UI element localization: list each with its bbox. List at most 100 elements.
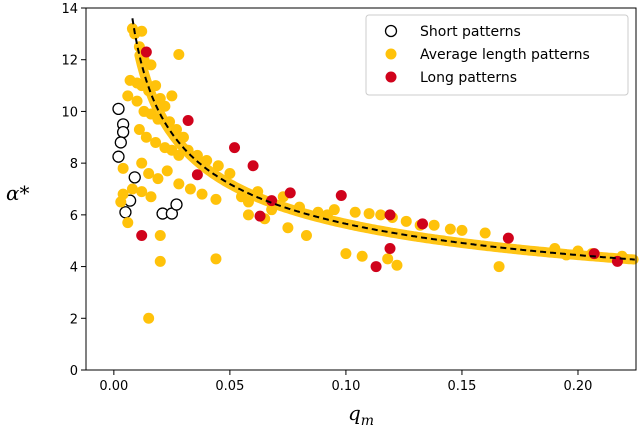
y-tick-label: 12 bbox=[61, 54, 78, 69]
average-pattern-point bbox=[196, 188, 208, 200]
x-tick-label: 0.10 bbox=[331, 379, 360, 394]
data-layer bbox=[112, 18, 635, 324]
x-tick-label: 0.15 bbox=[447, 379, 476, 394]
average-pattern-point bbox=[145, 191, 157, 203]
average-pattern-point bbox=[479, 227, 491, 239]
long-pattern-point bbox=[384, 209, 396, 221]
average-pattern-point bbox=[201, 155, 213, 167]
y-tick-label: 14 bbox=[61, 2, 78, 17]
average-pattern-point bbox=[166, 90, 178, 102]
average-pattern-point bbox=[184, 183, 196, 195]
average-pattern-point bbox=[266, 204, 278, 216]
x-tick-label: 0.05 bbox=[215, 379, 244, 394]
average-pattern-point bbox=[177, 131, 189, 143]
average-pattern-point bbox=[210, 193, 222, 205]
legend-box bbox=[365, 14, 629, 96]
legend-label: Long patterns bbox=[420, 70, 517, 86]
average-pattern-point bbox=[154, 230, 166, 242]
y-tick-label: 8 bbox=[70, 157, 78, 172]
average-pattern-point bbox=[572, 245, 584, 257]
average-pattern-point bbox=[210, 253, 222, 265]
y-axis: 0 2 4 6 8 10 12 14 bbox=[61, 2, 86, 379]
average-pattern-point bbox=[136, 186, 148, 198]
average-pattern-point bbox=[400, 215, 412, 227]
long-pattern-point bbox=[136, 230, 148, 242]
average-pattern-point bbox=[133, 124, 145, 136]
average-pattern-point bbox=[312, 206, 324, 218]
average-pattern-point bbox=[126, 183, 138, 195]
short-pattern-point bbox=[116, 125, 130, 139]
average-pattern-point bbox=[549, 242, 561, 254]
x-tick-label: 0.20 bbox=[564, 379, 593, 394]
average-pattern-point bbox=[349, 206, 361, 218]
y-tick-label: 6 bbox=[70, 209, 78, 224]
average-pattern-point bbox=[150, 80, 162, 92]
average-pattern-point bbox=[150, 136, 162, 148]
legend-marker-average bbox=[385, 48, 397, 60]
long-pattern-point bbox=[254, 210, 266, 222]
long-pattern-point bbox=[191, 169, 203, 181]
short-pattern-point bbox=[128, 171, 141, 184]
average-pattern-point bbox=[136, 25, 148, 37]
long-pattern-point bbox=[247, 160, 259, 172]
average-pattern-point bbox=[173, 178, 185, 190]
long-pattern-point bbox=[588, 248, 600, 260]
y-axis-label: α* bbox=[6, 181, 30, 205]
short-pattern-point bbox=[112, 150, 125, 163]
average-pattern-point bbox=[382, 253, 394, 265]
average-pattern-point bbox=[321, 209, 333, 221]
plot-frame bbox=[85, 7, 637, 371]
short-pattern-point bbox=[114, 136, 127, 149]
fit-curve-line bbox=[131, 18, 635, 261]
average-pattern-point bbox=[252, 186, 264, 198]
average-pattern-point bbox=[171, 124, 183, 136]
x-axis: 0.00 0.05 0.10 0.15 0.20 bbox=[99, 370, 592, 394]
average-pattern-point bbox=[428, 219, 440, 231]
short-pattern-point bbox=[119, 206, 132, 219]
average-pattern-point bbox=[159, 100, 171, 112]
average-pattern-point bbox=[242, 196, 254, 208]
long-pattern-point bbox=[266, 195, 278, 207]
average-pattern-point bbox=[143, 312, 155, 324]
average-pattern-point bbox=[136, 157, 148, 169]
average-pattern-point bbox=[140, 131, 152, 143]
average-pattern-point bbox=[224, 167, 236, 179]
average-pattern-point bbox=[375, 209, 387, 221]
average-pattern-point bbox=[444, 223, 456, 235]
average-pattern-point bbox=[300, 230, 312, 242]
average-pattern-point bbox=[143, 167, 155, 179]
long-pattern-point bbox=[370, 261, 382, 273]
average-pattern-point bbox=[560, 249, 572, 261]
legend-label: Short patterns bbox=[420, 24, 521, 40]
average-pattern-point bbox=[294, 201, 306, 213]
y-tick-label: 0 bbox=[70, 364, 78, 379]
average-pattern-point bbox=[173, 149, 185, 161]
average-pattern-point bbox=[493, 261, 505, 273]
average-pattern-point bbox=[182, 144, 194, 156]
legend: Short patterns Average length patterns Lon… bbox=[365, 14, 629, 96]
x-axis-label: qm bbox=[348, 401, 374, 429]
average-pattern-point bbox=[212, 160, 224, 172]
x-tick-label: 0.00 bbox=[99, 379, 128, 394]
average-pattern-point bbox=[340, 248, 352, 260]
average-pattern-point bbox=[117, 162, 129, 174]
average-pattern-point bbox=[122, 90, 134, 102]
legend-marker-short bbox=[384, 24, 398, 38]
average-pattern-point bbox=[173, 49, 185, 61]
y-tick-label: 2 bbox=[70, 312, 78, 327]
short-pattern-point bbox=[112, 102, 125, 115]
average-pattern-point bbox=[131, 95, 143, 107]
long-pattern-point bbox=[284, 187, 296, 199]
average-pattern-point bbox=[122, 217, 134, 229]
long-pattern-point bbox=[335, 189, 347, 201]
long-pattern-point bbox=[502, 232, 514, 244]
y-tick-label: 10 bbox=[61, 105, 78, 120]
average-pattern-point bbox=[391, 259, 403, 271]
legend-marker-long bbox=[385, 71, 397, 83]
average-pattern-point bbox=[154, 255, 166, 267]
average-pattern-point bbox=[363, 208, 375, 220]
average-pattern-point bbox=[356, 250, 368, 262]
average-pattern-point bbox=[145, 59, 157, 71]
long-pattern-point bbox=[416, 218, 428, 230]
